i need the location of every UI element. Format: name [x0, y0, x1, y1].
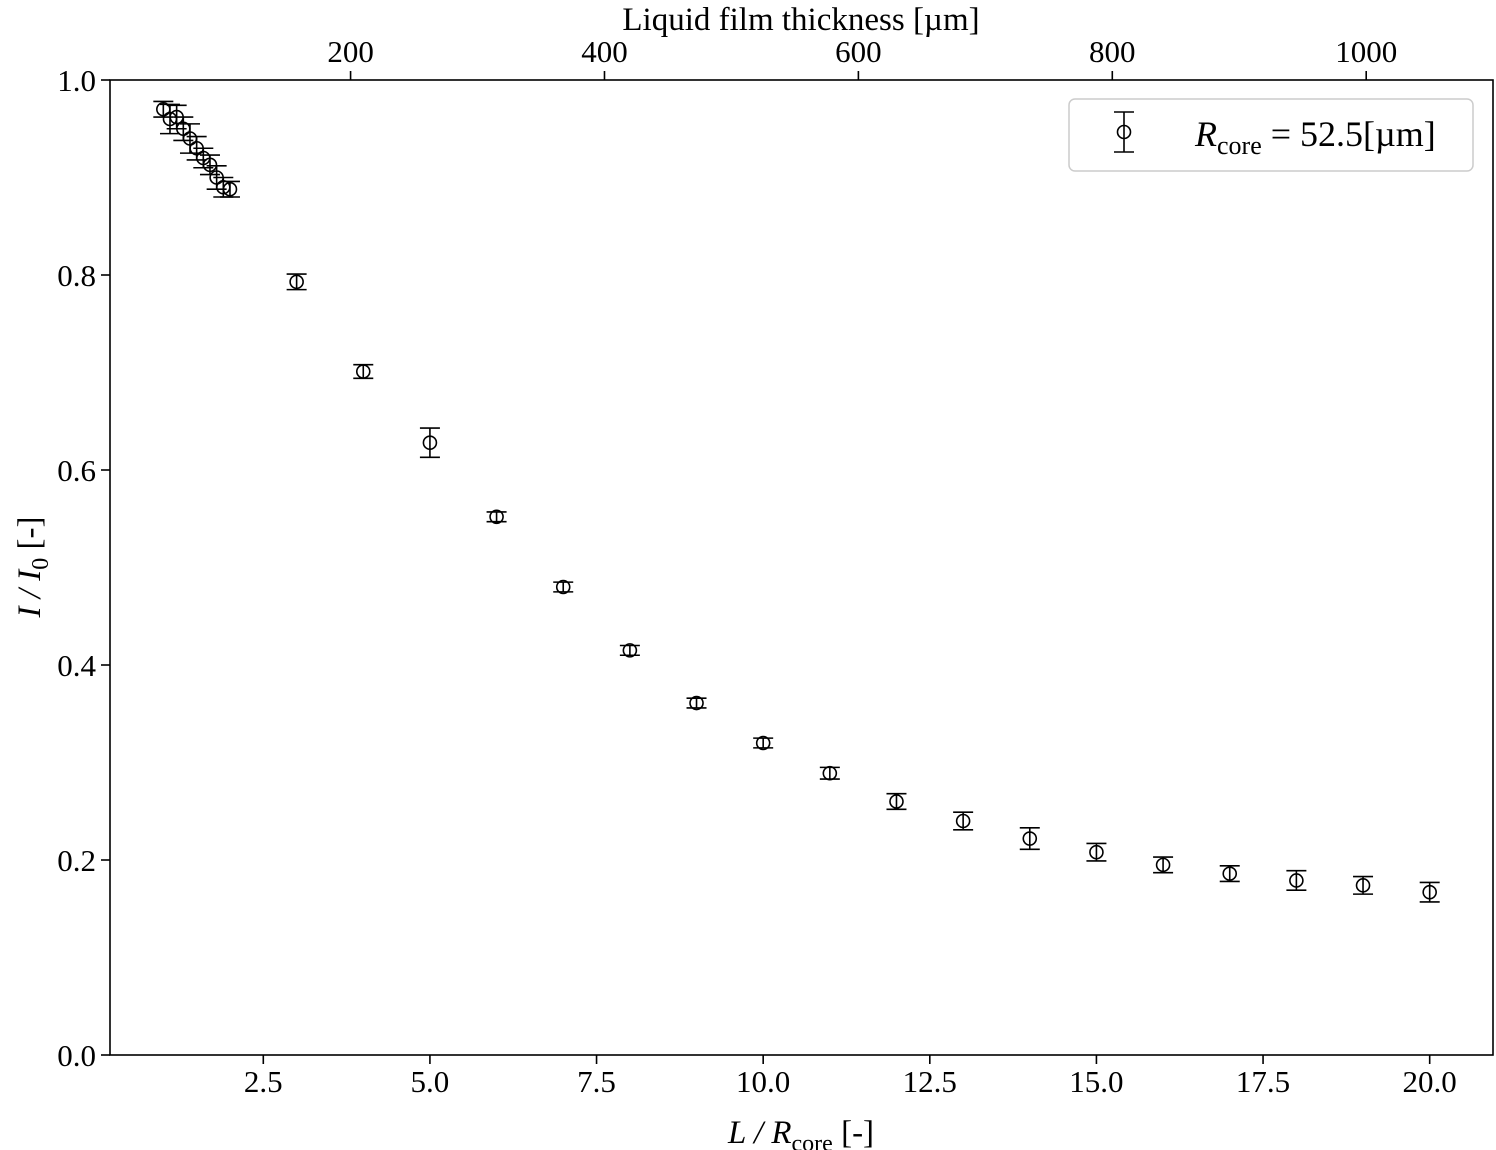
data-point: [286, 273, 307, 291]
data-point: [753, 735, 774, 751]
y-tick-label: 1.0: [57, 63, 96, 98]
y-tick-label: 0.6: [57, 453, 96, 488]
top-x-axis: 200 400 600 800 1000: [327, 34, 1397, 80]
legend-marker: [1114, 111, 1134, 153]
x-tick-label: 2.5: [244, 1064, 283, 1099]
y-axis: 0.0 0.2 0.4 0.6 0.8 1.0: [57, 63, 110, 1073]
data-point: [1419, 881, 1440, 903]
y-tick-label: 0.4: [57, 648, 96, 683]
legend-label: Rcore = 52.5[µm]: [1194, 114, 1436, 160]
point-marker: [822, 765, 838, 781]
data-point: [1086, 842, 1107, 862]
data-point: [353, 363, 374, 380]
top-x-tick-label: 1000: [1335, 34, 1397, 69]
point-marker: [1022, 831, 1038, 846]
data-point: [219, 180, 240, 198]
x-tick-label: 15.0: [1069, 1064, 1123, 1099]
point-marker: [1422, 884, 1437, 900]
plot-area: [109, 79, 1494, 1056]
x-tick-label: 17.5: [1236, 1064, 1290, 1099]
x-axis-label: L / Rcore [-]: [727, 1115, 874, 1150]
y-tick-label: 0.2: [57, 843, 96, 878]
legend-box: [1068, 98, 1474, 172]
data-point: [686, 695, 707, 711]
point-marker: [689, 695, 704, 711]
y-tick-label: 0.8: [57, 258, 96, 293]
point-marker: [1089, 844, 1104, 860]
top-x-tick-label: 200: [327, 34, 374, 69]
data-point: [619, 643, 640, 658]
data-point: [486, 509, 507, 525]
point-marker: [1222, 866, 1238, 881]
point-marker: [1355, 878, 1371, 893]
data-point: [553, 579, 574, 595]
data-point: [1019, 827, 1040, 851]
data-point: [1286, 869, 1307, 892]
point-marker: [202, 157, 218, 173]
top-x-tick-label: 600: [835, 34, 882, 69]
point-marker: [222, 181, 238, 197]
point-marker: [422, 435, 438, 451]
top-x-tick-label: 400: [581, 34, 628, 69]
x-tick-label: 5.0: [411, 1064, 450, 1099]
point-marker: [955, 813, 971, 829]
y-tick-label: 0.0: [57, 1038, 96, 1073]
data-point: [819, 765, 840, 781]
point-marker: [289, 274, 304, 290]
point-marker: [555, 579, 571, 595]
point-marker: [489, 509, 504, 525]
point-marker: [622, 643, 638, 658]
data-point: [419, 427, 440, 459]
point-marker: [889, 794, 904, 809]
x-tick-label: 7.5: [577, 1064, 616, 1099]
legend: Rcore = 52.5[µm]: [1068, 98, 1474, 172]
data-point: [1153, 856, 1174, 874]
point-marker: [355, 364, 371, 379]
data-point: [886, 792, 907, 811]
data-point: [953, 811, 974, 831]
top-x-axis-label: Liquid film thickness [µm]: [622, 2, 979, 38]
y-axis-label: I / I0 [-]: [12, 517, 54, 619]
data-series: [153, 100, 1440, 903]
x-tick-label: 10.0: [736, 1064, 790, 1099]
x-tick-label: 20.0: [1403, 1064, 1457, 1099]
point-marker: [1289, 873, 1304, 888]
bottom-x-axis: 2.5 5.0 7.5 10.0 12.5 15.0 17.5 20.0: [244, 1055, 1457, 1099]
point-marker: [1155, 857, 1171, 873]
point-marker: [755, 735, 771, 751]
x-tick-label: 12.5: [903, 1064, 957, 1099]
data-point: [1219, 865, 1240, 883]
top-x-tick-label: 800: [1089, 34, 1136, 69]
data-point: [1353, 875, 1374, 895]
